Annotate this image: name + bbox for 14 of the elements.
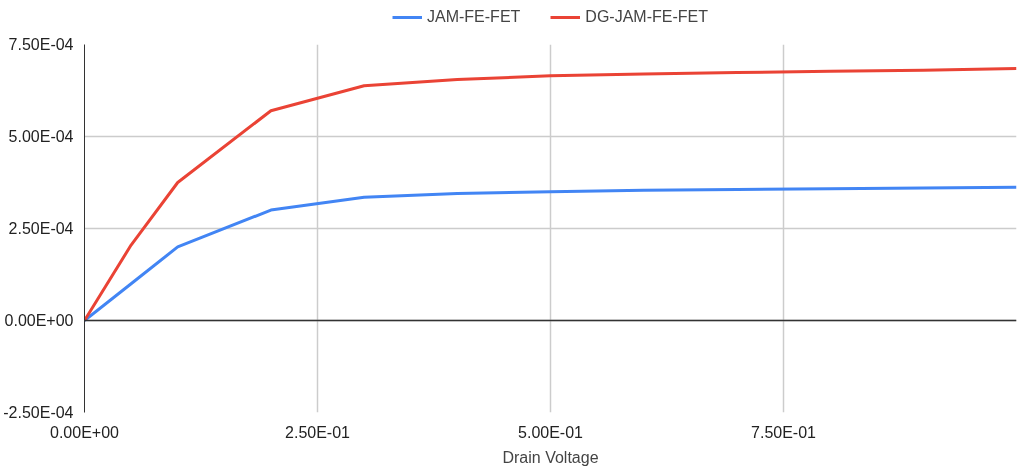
x-tick-label: 5.00E-01 <box>518 423 584 441</box>
y-tick-label: 2.50E-04 <box>8 220 74 237</box>
x-axis-title: Drain Voltage <box>502 448 599 466</box>
x-tick-label: 7.50E-01 <box>751 423 817 441</box>
legend-label: JAM-FE-FET <box>427 8 521 26</box>
y-tick-label: 0.00E+00 <box>4 312 74 329</box>
line-series <box>84 66 1017 322</box>
line-series <box>84 185 1017 322</box>
y-tick-label: 5.00E-04 <box>8 128 74 145</box>
x-tick-label: 0.00E+00 <box>50 423 120 441</box>
x-tick-label: 2.50E-01 <box>285 423 351 441</box>
legend-label: DG-JAM-FE-FET <box>585 8 708 26</box>
y-tick-label: -2.50E-04 <box>3 404 74 421</box>
y-tick-label: 7.50E-04 <box>8 36 74 53</box>
